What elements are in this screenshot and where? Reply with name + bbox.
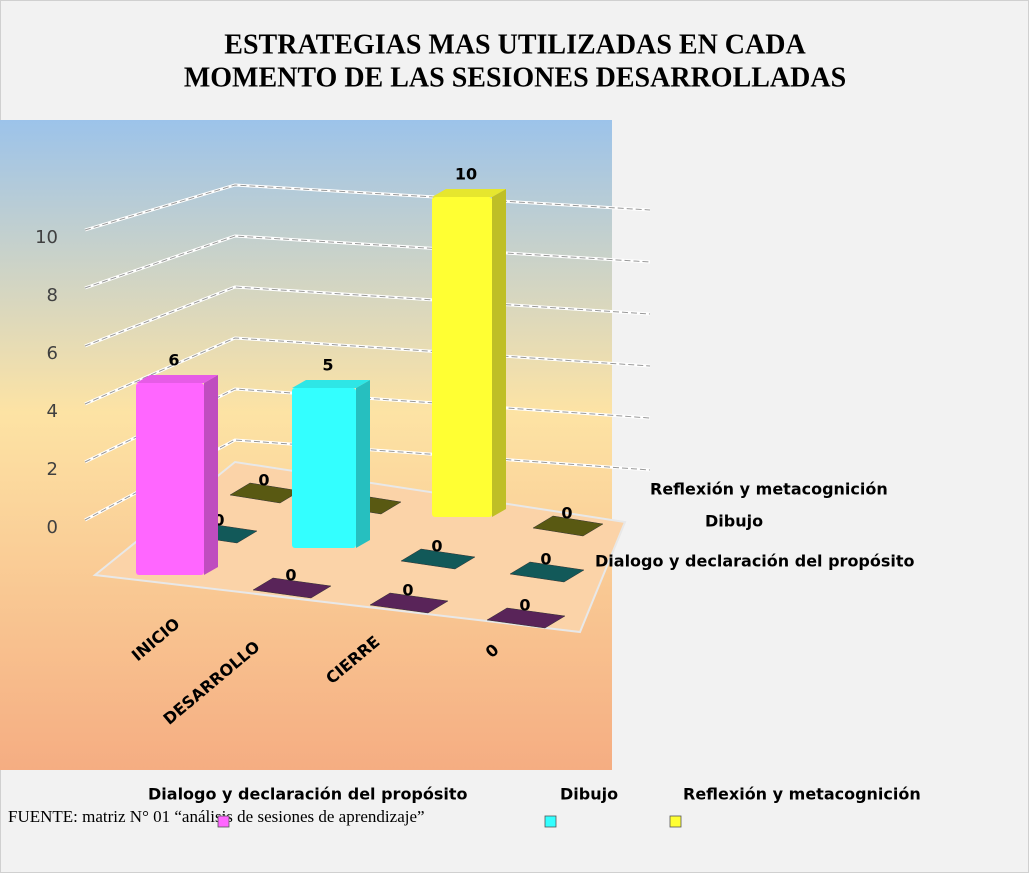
bar — [252, 577, 332, 599]
bar — [400, 548, 476, 570]
bar-face — [136, 375, 218, 383]
data-label: 0 — [519, 596, 530, 615]
chart-title: MOMENTO DE LAS SESIONES DESARROLLADAS — [184, 62, 846, 93]
grid-line — [84, 184, 651, 231]
chart-title: ESTRATEGIAS MAS UTILIZADAS EN CADA — [224, 29, 806, 60]
bar — [432, 189, 506, 517]
bar — [509, 561, 585, 583]
legend-label: Dibujo — [560, 785, 618, 804]
bar — [369, 592, 449, 614]
bar-face — [204, 375, 218, 575]
grid-line — [84, 235, 651, 289]
bar-face — [432, 189, 506, 197]
y-tick-label: 10 — [35, 227, 58, 248]
legend-label: Reflexión y metacognición — [683, 785, 921, 804]
bar-face — [492, 189, 506, 517]
legend-swatch — [669, 815, 682, 828]
data-label: 5 — [322, 356, 333, 375]
data-label: 10 — [455, 165, 477, 184]
bar — [292, 380, 370, 548]
bar-face — [432, 197, 492, 517]
y-tick-label: 6 — [47, 343, 58, 364]
bar-face — [356, 380, 370, 548]
bar-face — [292, 380, 370, 388]
bar-face — [292, 388, 356, 548]
source: FUENTE: matriz N° 01 “análisis de sesion… — [8, 807, 425, 826]
data-label: 0 — [402, 581, 413, 600]
grid-line — [84, 285, 651, 348]
legend-swatch — [544, 815, 557, 828]
data-label: 0 — [258, 471, 269, 490]
depth-axis-label: Dibujo — [705, 512, 763, 531]
legend-swatch — [217, 815, 230, 828]
grid-line — [84, 337, 651, 405]
data-label: 0 — [213, 511, 224, 530]
data-label: 0 — [431, 537, 442, 556]
bar — [486, 607, 566, 629]
data-label: 0 — [285, 566, 296, 585]
data-label: 0 — [540, 550, 551, 569]
bar-face — [136, 383, 204, 575]
y-tick-label: 0 — [47, 517, 58, 538]
grid-line — [84, 439, 651, 521]
legend-label: Dialogo y declaración del propósito — [148, 785, 468, 804]
data-label: 6 — [168, 351, 179, 370]
depth-axis-label: Dialogo y declaración del propósito — [595, 552, 915, 571]
bar — [136, 375, 218, 575]
y-tick-label: 4 — [47, 401, 58, 422]
y-tick-label: 2 — [47, 459, 58, 480]
y-tick-label: 8 — [47, 285, 58, 306]
data-label: 0 — [561, 504, 572, 523]
depth-axis-label: Reflexión y metacognición — [650, 480, 888, 499]
bar — [532, 515, 604, 537]
grid-line — [84, 388, 651, 463]
